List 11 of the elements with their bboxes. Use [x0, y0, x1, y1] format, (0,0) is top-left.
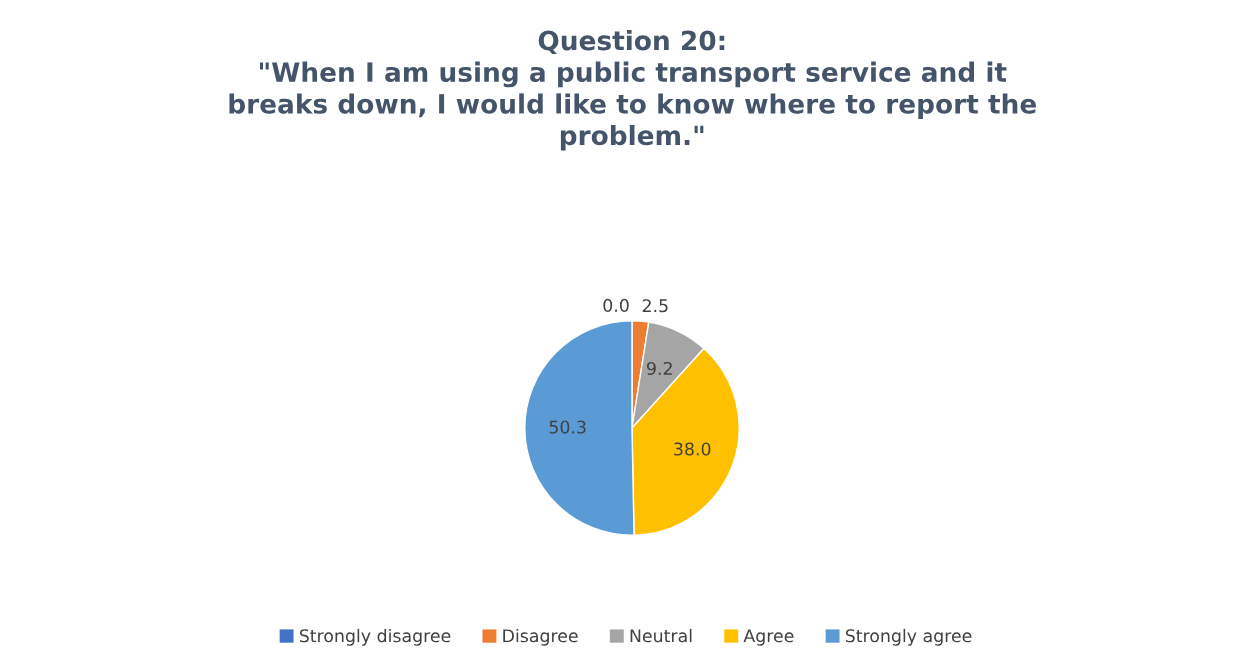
- data-label: 50.3: [549, 420, 586, 434]
- legend-label: Strongly disagree: [299, 628, 451, 646]
- legend-label: Agree: [743, 629, 794, 646]
- data-label: 9.2: [647, 361, 672, 376]
- legend-label: Disagree: [503, 628, 578, 646]
- data-label: 2.5: [642, 299, 668, 313]
- chart-title: Question 20: "When I am using a public transport service and it breaks down, I would like to know where to report the problem.": [229, 30, 1036, 151]
- legend-label: Neutral: [630, 628, 692, 643]
- data-label: 38.0: [674, 442, 711, 456]
- text: 0.0: [603, 298, 629, 312]
- legend-label: Strongly agree: [845, 628, 972, 646]
